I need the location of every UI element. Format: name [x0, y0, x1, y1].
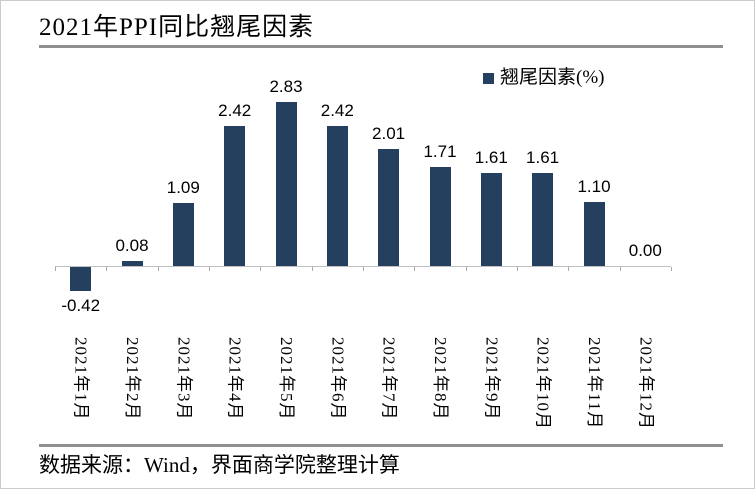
x-axis-label: 2021年10月: [533, 337, 553, 430]
bar: [224, 125, 246, 266]
footer-divider: [39, 444, 723, 447]
bar: [326, 125, 348, 266]
axis-tick: [311, 267, 313, 271]
legend: 翘尾因素(%): [483, 68, 604, 88]
bar: [480, 172, 502, 266]
x-axis-label: 2021年3月: [174, 337, 194, 421]
bar-value-label: 0.00: [628, 241, 662, 260]
x-axis-label: 2021年11月: [585, 337, 604, 430]
bar: [429, 166, 451, 266]
title-divider: [39, 45, 723, 48]
source-note: 数据来源：Wind，界面商学院整理计算: [39, 453, 400, 477]
bar: [275, 101, 297, 266]
axis-tick: [414, 267, 416, 271]
axis-tick: [517, 267, 518, 271]
axis-tick: [465, 267, 467, 271]
axis-tick: [363, 267, 364, 271]
axis-tick: [671, 267, 672, 271]
x-axis-label: 2021年12月: [636, 337, 656, 430]
axis-tick: [568, 267, 570, 271]
bar-value-label: 2.42: [320, 100, 354, 120]
bar-value-label: 2.42: [218, 100, 252, 120]
bar-value-label: 1.09: [166, 177, 200, 197]
x-axis-label: 2021年5月: [277, 337, 296, 421]
axis-tick: [55, 267, 56, 271]
axis-tick: [106, 267, 108, 271]
bar-value-label: 2.01: [372, 124, 406, 144]
bar-value-label: -0.42: [61, 296, 101, 316]
bar: [583, 202, 605, 267]
x-axis-label: 2021年8月: [431, 337, 450, 421]
legend-square-icon: [483, 72, 494, 84]
bar: [532, 172, 554, 266]
axis-tick: [157, 267, 159, 271]
bar-value-label: 0.08: [115, 236, 149, 256]
page-title: 2021年PPI同比翘尾因素: [39, 14, 315, 41]
bar-value-label: 1.10: [577, 177, 611, 197]
axis-tick: [260, 267, 262, 271]
bar-value-label: 2.83: [269, 76, 303, 96]
bar-value-label: 1.61: [526, 147, 560, 167]
x-axis-line: [55, 266, 671, 267]
axis-tick: [209, 267, 210, 271]
legend-label: 翘尾因素(%): [500, 67, 605, 88]
x-axis-label: 2021年1月: [71, 337, 91, 421]
x-axis-label: 2021年4月: [225, 337, 245, 421]
bar: [121, 261, 143, 267]
bar-value-label: 1.71: [423, 141, 457, 161]
bar-value-label: 1.61: [474, 147, 508, 167]
bar: [172, 202, 194, 266]
axis-tick: [619, 267, 621, 271]
x-axis-label: 2021年7月: [379, 337, 399, 421]
x-axis-label: 2021年6月: [328, 337, 348, 421]
bar: [70, 267, 92, 291]
bar: [378, 149, 400, 267]
x-axis-label: 2021年9月: [482, 337, 502, 421]
x-axis-label: 2021年2月: [123, 337, 142, 421]
